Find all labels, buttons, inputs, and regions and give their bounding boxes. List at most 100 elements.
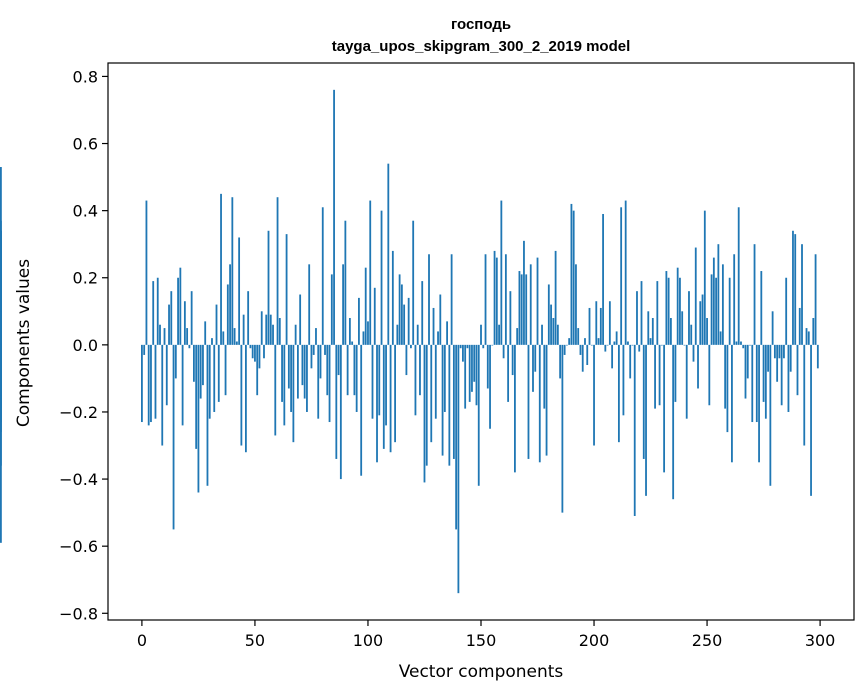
bar — [604, 344, 607, 352]
bar — [663, 344, 666, 473]
bar — [285, 234, 288, 345]
bar — [703, 210, 706, 345]
bar — [627, 341, 629, 345]
bar — [371, 344, 374, 419]
x-tick-label: 150 — [466, 631, 497, 650]
bar — [595, 301, 598, 345]
bar — [645, 344, 647, 496]
bar — [0, 311, 2, 345]
bar — [724, 344, 727, 409]
bar — [495, 257, 498, 345]
bar — [697, 344, 699, 389]
bar — [491, 344, 494, 346]
bar — [183, 301, 186, 345]
bar — [638, 344, 641, 352]
bar — [382, 344, 385, 449]
bar — [457, 344, 460, 594]
bar — [672, 344, 675, 500]
bar — [181, 344, 184, 426]
y-tick-label: 0.6 — [73, 135, 98, 154]
bar — [509, 291, 512, 345]
bar — [410, 344, 412, 349]
bar — [165, 344, 168, 406]
bar — [511, 344, 514, 376]
bar — [771, 311, 774, 345]
y-tick-label: −0.6 — [59, 537, 98, 556]
bar — [719, 331, 722, 345]
bar — [554, 250, 557, 345]
bar — [265, 314, 268, 345]
bar — [690, 324, 693, 345]
bar — [516, 328, 519, 345]
bar — [168, 304, 170, 345]
bar — [615, 331, 618, 345]
bar — [552, 318, 555, 345]
bar — [556, 324, 559, 345]
bar — [532, 344, 534, 392]
bar — [448, 344, 451, 466]
bar — [258, 344, 261, 369]
bar — [459, 344, 462, 349]
bar — [735, 341, 738, 345]
bar — [717, 244, 720, 345]
bar — [624, 200, 627, 345]
bar — [163, 328, 166, 345]
bar — [597, 338, 600, 345]
bar — [525, 274, 528, 345]
bar — [414, 344, 417, 416]
bar — [776, 344, 779, 382]
bar — [143, 344, 146, 355]
bar — [758, 344, 760, 463]
y-axis-ticks: −0.8 −0.6 −0.4 −0.2 0.0 0.2 0.4 0.6 0.8 — [59, 67, 108, 623]
y-tick-label: −0.4 — [59, 470, 98, 489]
bar — [712, 257, 715, 345]
bar — [654, 344, 656, 409]
bar — [753, 244, 756, 345]
bar — [796, 344, 799, 396]
bar — [486, 344, 489, 389]
bar — [450, 254, 453, 345]
bar — [538, 344, 541, 463]
bar — [778, 344, 781, 359]
bar — [281, 344, 283, 402]
bar — [240, 344, 243, 446]
bar — [254, 344, 256, 362]
bar — [263, 344, 265, 359]
bar — [195, 344, 198, 449]
bar — [812, 318, 815, 345]
bar — [296, 344, 299, 399]
bar — [471, 344, 473, 392]
bar — [455, 344, 458, 530]
bar — [814, 254, 817, 345]
bar — [177, 277, 179, 345]
bar — [391, 250, 394, 345]
bar — [170, 291, 173, 345]
bar — [238, 237, 241, 345]
bar — [156, 277, 159, 345]
bar — [378, 344, 381, 416]
bar — [715, 277, 718, 345]
bar — [633, 344, 636, 516]
bar — [443, 344, 446, 412]
bar — [364, 267, 367, 345]
bar — [423, 344, 426, 483]
bar — [731, 344, 733, 463]
bar — [710, 274, 713, 345]
bar — [708, 344, 711, 406]
bar — [746, 344, 749, 379]
bar — [721, 264, 724, 345]
bar — [202, 344, 204, 386]
bar — [301, 344, 304, 386]
bar — [256, 344, 259, 396]
bar — [358, 297, 360, 345]
bar — [360, 344, 363, 476]
bar — [172, 344, 175, 530]
bar — [780, 344, 783, 406]
bar — [816, 344, 819, 369]
bar — [588, 307, 591, 345]
bar — [428, 254, 430, 345]
bar — [647, 311, 650, 345]
bar — [330, 274, 333, 345]
bar — [434, 344, 437, 419]
